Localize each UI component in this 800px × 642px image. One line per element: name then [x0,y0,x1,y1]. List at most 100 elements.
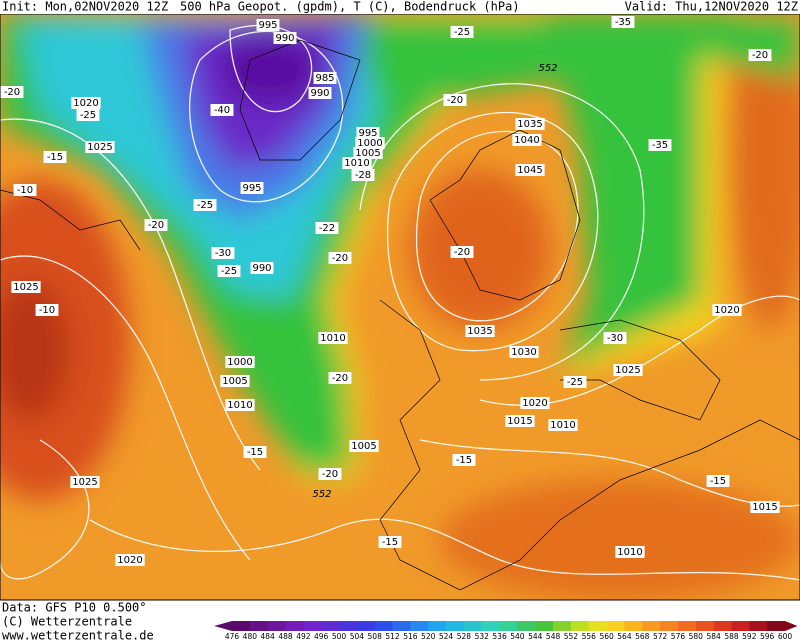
temperature-label-box [648,139,672,151]
temperature-label-box [43,151,67,163]
height-label: 552 [312,489,331,500]
colorbar-tick-label: 592 [742,632,757,641]
colorbar-segment [749,621,768,631]
isobar-label: 1015 [507,416,532,427]
map-labels: 9959909859909951000100510109959901020102… [0,16,780,566]
temperature-label: -25 [197,200,213,211]
colorbar-tick-label: 556 [582,632,597,641]
colorbar-tick-label: 600 [778,632,793,641]
temperature-label: -25 [454,27,470,38]
temperature-label-box [211,247,235,259]
isobar-label-box [353,147,383,159]
colorbar-segment [695,621,715,631]
map-field [0,14,800,600]
colorbar-tick-label: 484 [261,632,276,641]
colorbar-tick-label: 524 [439,632,454,641]
isobar-label-box [225,356,255,368]
temperature-label: -30 [215,248,231,259]
temperature-label: -20 [4,87,20,98]
colorbar-tick-label: 492 [296,632,311,641]
temperature-label: -15 [382,537,398,548]
temperature-label: -20 [332,373,348,384]
colorbar-segment [731,621,750,631]
isobar-label-box [750,501,780,513]
temperature-label-box [351,169,375,181]
isobar-label-box [515,164,545,176]
temperature-label: -35 [615,17,631,28]
colorbar-tick-label: 504 [350,632,365,641]
map-title: 500 hPa Geopot. (gpdm), T (C), Bodendruc… [180,0,520,14]
temperature-label-box [603,332,627,344]
temperature-label: -15 [47,152,63,163]
colorbar-tick-label: 568 [635,632,650,641]
temperature-label: -10 [39,305,55,316]
isobar-label: 995 [242,183,261,194]
isobar-label: 990 [310,88,329,99]
isobar-label: 1025 [72,477,97,488]
isobar-label: 1005 [222,376,247,387]
colorbar-tick-label: 548 [546,632,561,641]
website: www.wetterzentrale.de [2,629,154,642]
isobar-label: 1005 [351,441,376,452]
colorbar-segment [392,621,411,631]
colorbar-segment [303,621,322,631]
temperature-label-box [611,16,635,28]
colorbar-tick-label: 596 [760,632,775,641]
colorbar-segment [660,621,679,631]
isobar-label: 1025 [87,142,112,153]
temperature-label-box [210,104,234,116]
isobar-label: 1025 [615,365,640,376]
colorbar-tick-label: 520 [421,632,436,641]
colorbar-segment [232,621,251,631]
temperature-label-box [35,304,59,316]
temperature-label-box [193,199,217,211]
isobar-label-box [313,72,337,84]
isobar-label: 995 [358,128,377,139]
isobar-label-box [342,157,372,169]
colorbar-segment [535,621,554,631]
temperature-label: -10 [17,185,33,196]
colorbar-tick-label: 480 [243,632,258,641]
isobar-label: 990 [275,33,294,44]
temperature-label: -30 [607,333,623,344]
colorbar: 476 480 484 488 492 496 500 504 508 512 516 520 524 5… [214,621,798,641]
temperature-label: -15 [247,447,263,458]
isobar-label: 1020 [522,398,547,409]
temperature-label-box [748,49,772,61]
temperature-label: -20 [447,95,463,106]
colorbar-tick-label: 572 [653,632,668,641]
isobar-label-box [613,364,643,376]
colorbar-tick-label: 560 [599,632,614,641]
temperature-label-box [243,446,267,458]
colorbar-segment [339,621,358,631]
isobar-label: 1015 [752,502,777,513]
valid-time: Valid: Thu,12NOV2020 12Z [625,0,798,14]
colorbar-segment [553,621,572,631]
temperature-label-box [76,109,100,121]
colorbar-tick-label: 516 [403,632,418,641]
isobar-label: 1010 [320,333,345,344]
colorbar-tick-label: 500 [332,632,347,641]
temperature-label: -25 [80,110,96,121]
isobar-label: 1020 [73,98,98,109]
colorbar-segment [570,621,590,631]
isobar-label-box [465,325,495,337]
isobar-label-box [115,554,145,566]
isobar-label-box [548,419,578,431]
colorbar-tick-label: 576 [671,632,686,641]
isobar-label-box [356,127,380,139]
colorbar-segment [624,621,643,631]
colorbar-tick-label: 532 [475,632,490,641]
colorbar-segment [410,621,429,631]
colorbar-segment [499,621,518,631]
isobar-label-box [70,476,100,488]
colorbar-tick-label: 580 [689,632,704,641]
temperature-label-box [315,222,339,234]
isobar-label: 1000 [357,138,382,149]
temperature-label-box [443,94,467,106]
isobar-label-box [225,399,255,411]
temperature-label-box [144,219,168,231]
isobar-label-box [220,375,250,387]
isobar-label: 1000 [227,357,252,368]
